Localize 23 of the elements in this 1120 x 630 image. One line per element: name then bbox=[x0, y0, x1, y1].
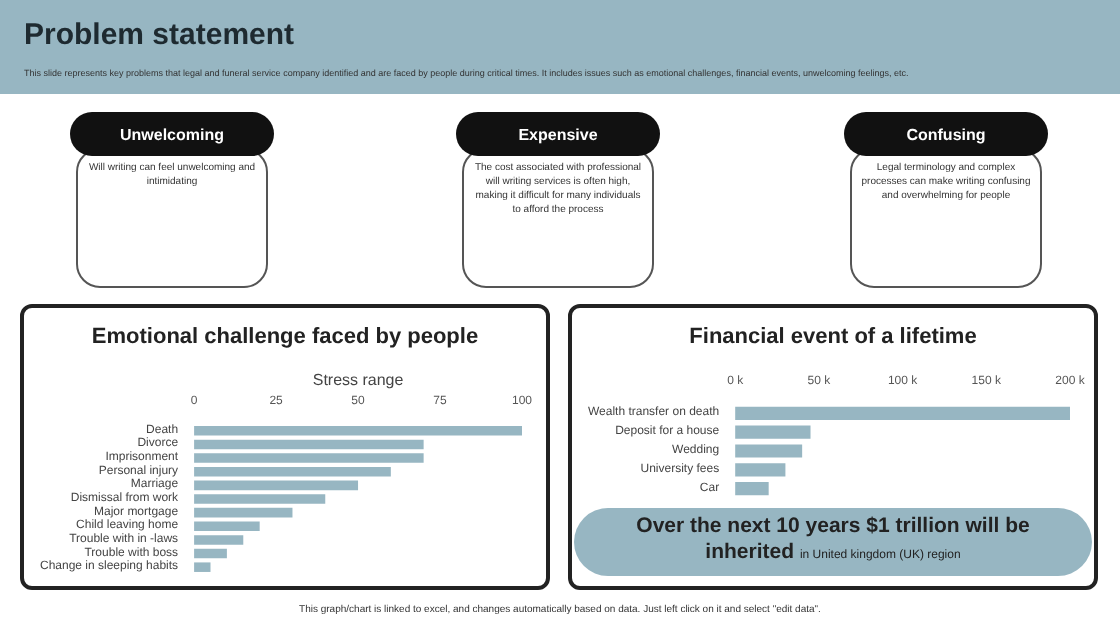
bar bbox=[194, 480, 359, 491]
bar bbox=[735, 425, 811, 439]
text: Confusing bbox=[844, 112, 1048, 156]
bar bbox=[194, 521, 260, 532]
chart-title: Financial event of a lifetime bbox=[689, 325, 977, 349]
bar bbox=[735, 463, 786, 477]
x-axis-title: Stress range bbox=[312, 371, 405, 389]
bar bbox=[194, 494, 326, 504]
bar bbox=[194, 466, 391, 477]
text: Expensive bbox=[456, 112, 660, 156]
bar bbox=[194, 439, 424, 450]
chart-title: Emotional challenge faced by people bbox=[91, 325, 479, 349]
bar bbox=[735, 444, 803, 458]
bar bbox=[194, 426, 522, 436]
text: Unwelcoming bbox=[70, 112, 274, 156]
text: Problem statement bbox=[24, 18, 295, 52]
bar bbox=[194, 535, 244, 545]
bar bbox=[194, 453, 424, 463]
bar bbox=[194, 562, 211, 572]
bar bbox=[735, 406, 1070, 420]
bar bbox=[194, 548, 227, 559]
bar bbox=[735, 482, 769, 496]
bar bbox=[194, 507, 293, 518]
